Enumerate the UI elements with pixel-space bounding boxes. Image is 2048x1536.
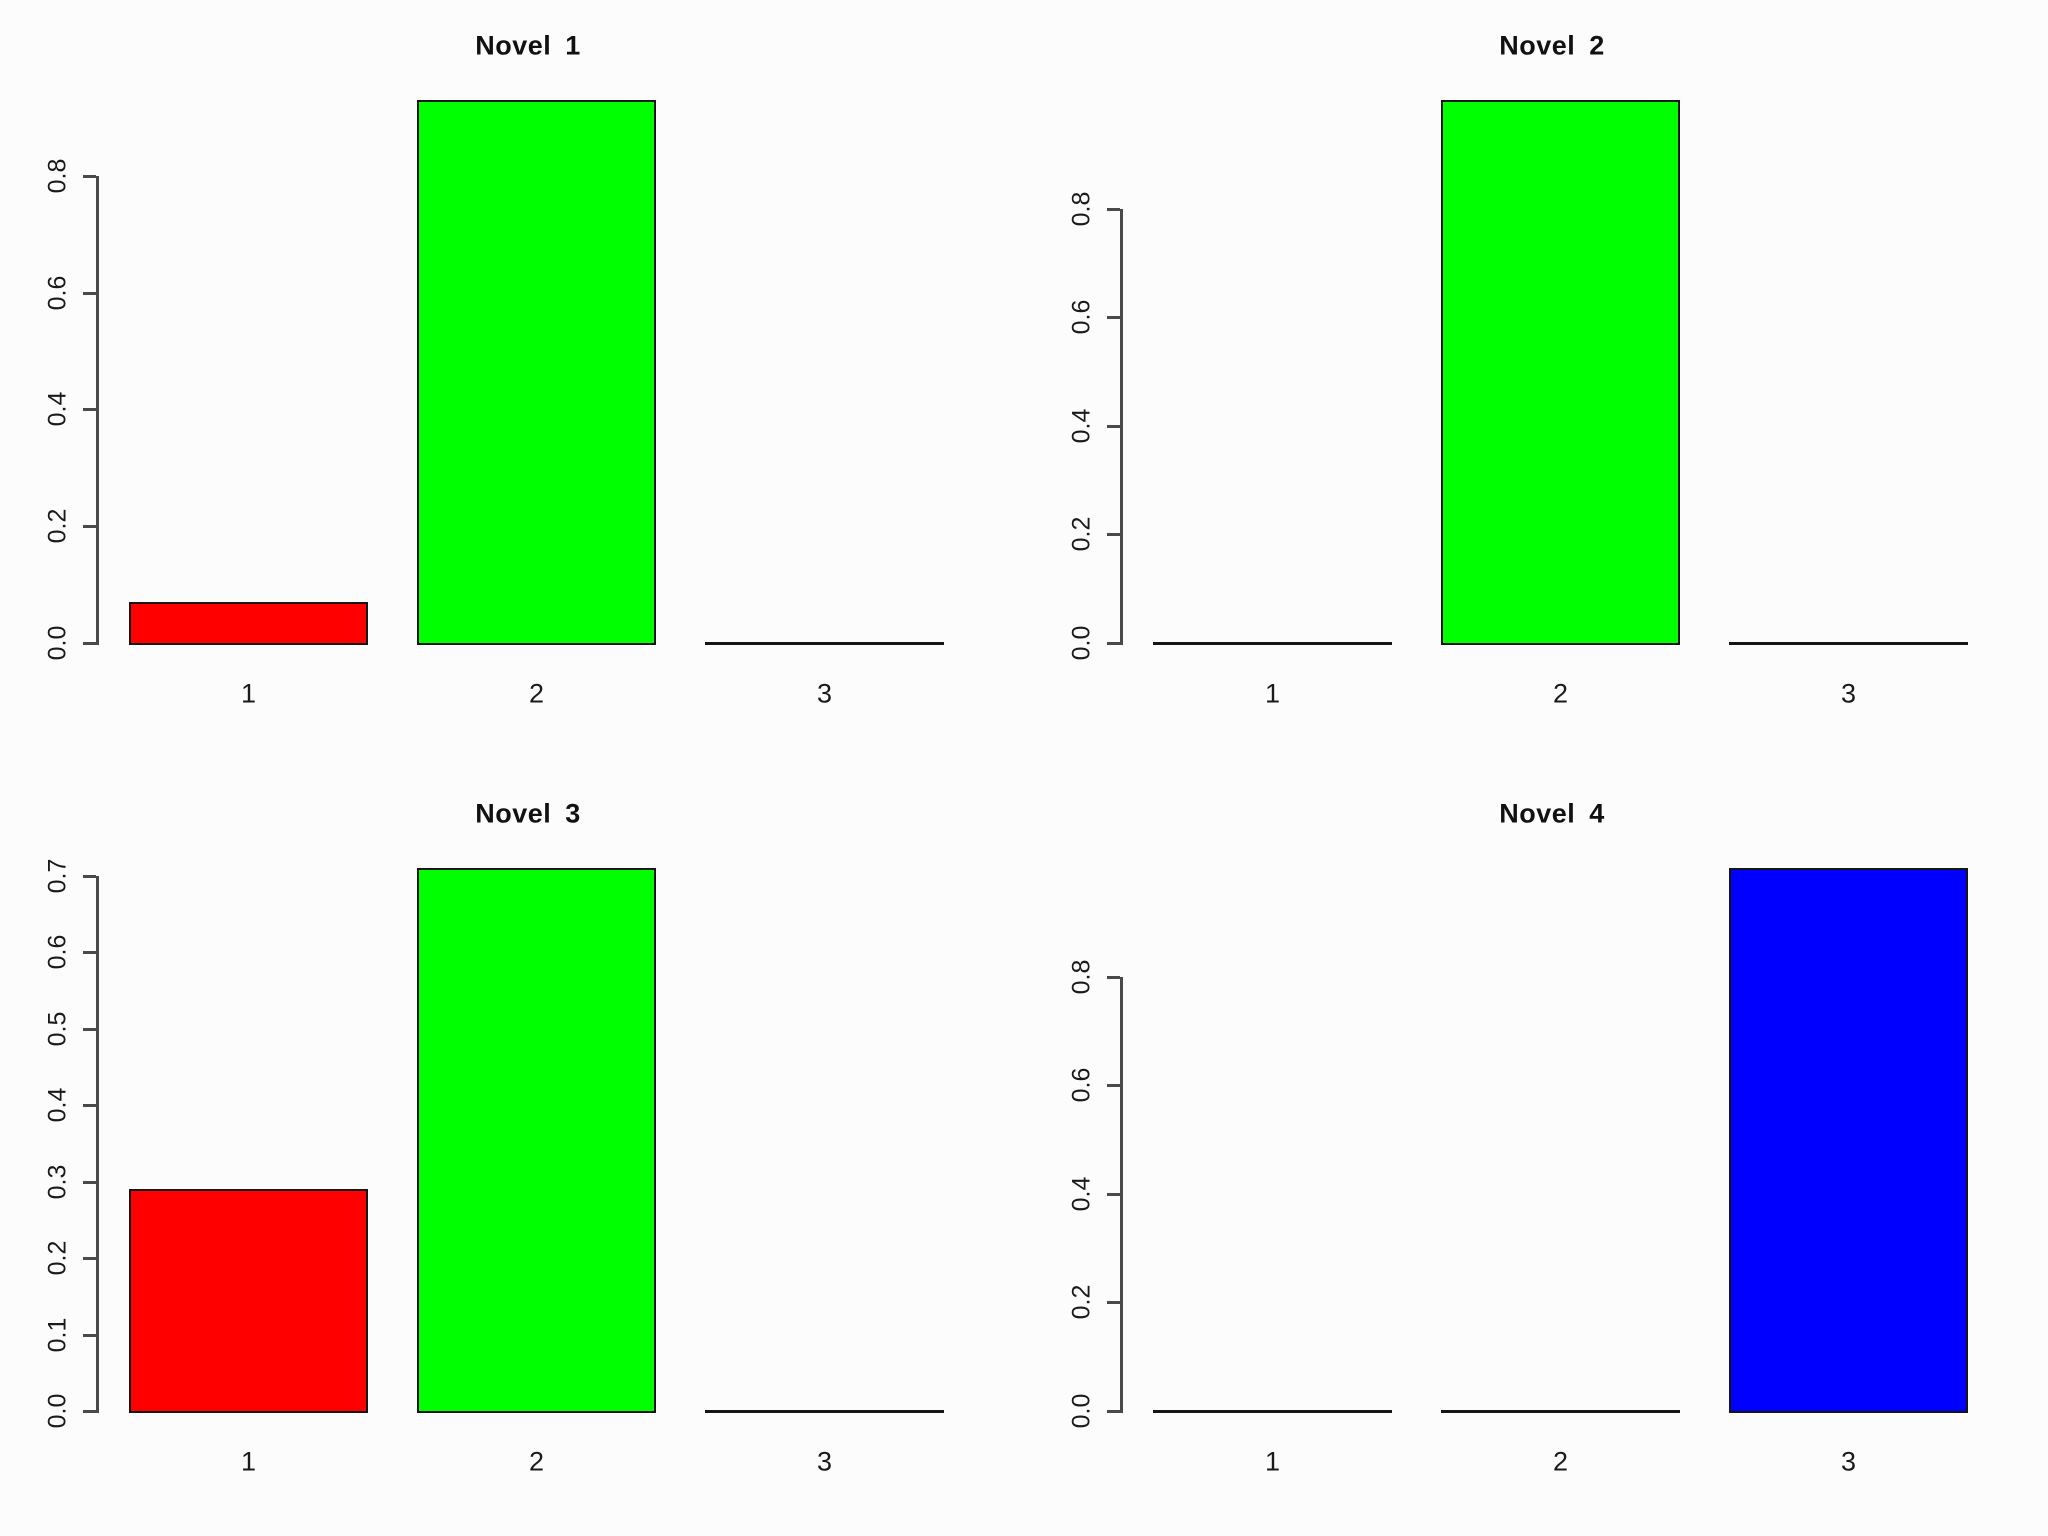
y-tick-label: 0.7 [43,858,72,894]
bar [129,602,368,645]
y-tick-label: 0.0 [43,625,72,661]
y-axis-line [96,175,99,645]
chart-title: Novel 1 [475,30,581,61]
y-tick-mark [1107,1301,1120,1305]
bar [1441,100,1680,645]
bar-zero-line [1153,1410,1392,1413]
y-axis-line [96,875,99,1413]
y-tick-label: 0.0 [1067,1393,1096,1429]
chart-title: Novel 2 [1499,30,1605,61]
bar [129,1189,368,1413]
x-category-label: 3 [1840,678,1857,709]
bar [417,100,656,645]
chart-title: Novel 4 [1499,798,1605,829]
y-tick-mark [1107,1084,1120,1088]
y-tick-label: 0.0 [1067,625,1096,661]
y-tick-mark [83,408,96,412]
x-category-label: 2 [528,678,545,709]
y-tick-mark [83,174,96,178]
x-category-label: 1 [240,678,257,709]
y-tick-mark [83,642,96,645]
bar-zero-line [705,642,944,645]
y-tick-mark [83,1027,96,1031]
y-tick-label: 0.4 [1067,1176,1096,1212]
bar-zero-line [1729,642,1968,645]
x-category-label: 3 [1840,1446,1857,1477]
bar [417,868,656,1413]
y-tick-label: 0.6 [43,275,72,311]
y-tick-label: 0.4 [43,1087,72,1123]
y-tick-label: 0.0 [43,1393,72,1429]
y-tick-mark [83,951,96,955]
y-tick-label: 0.6 [1067,299,1096,335]
x-category-label: 1 [1264,678,1281,709]
chart-title: Novel 3 [475,798,581,829]
y-tick-label: 0.8 [1067,191,1096,226]
y-tick-mark [83,1180,96,1184]
y-tick-mark [83,291,96,295]
y-tick-mark [83,874,96,878]
chart-panel-novel-4: Novel 4 0.0 0.2 0.4 0.6 0.8 1 2 3 [1024,768,2048,1536]
y-tick-mark [83,1410,96,1413]
y-tick-mark [1107,424,1120,428]
y-tick-label: 0.2 [1067,1285,1096,1320]
x-category-label: 2 [1552,1446,1569,1477]
y-tick-label: 0.4 [1067,408,1096,444]
y-tick-mark [1107,1192,1120,1196]
y-tick-label: 0.3 [43,1164,72,1199]
x-category-label: 2 [1552,678,1569,709]
x-category-label: 3 [816,1446,833,1477]
y-tick-label: 0.6 [43,934,72,970]
y-tick-mark [83,1257,96,1261]
y-tick-label: 0.1 [43,1317,72,1352]
chart-panel-novel-1: Novel 1 0.0 0.2 0.4 0.6 0.8 1 2 3 [0,0,1024,768]
y-tick-mark [83,525,96,529]
y-tick-mark [1107,642,1120,645]
y-axis-line [1120,208,1123,645]
x-category-label: 3 [816,678,833,709]
chart-panel-novel-2: Novel 2 0.0 0.2 0.4 0.6 0.8 1 2 3 [1024,0,2048,768]
y-tick-mark [1107,975,1120,979]
y-tick-mark [83,1333,96,1337]
y-tick-label: 0.8 [1067,959,1096,994]
y-tick-mark [1107,207,1120,211]
y-tick-label: 0.2 [43,508,72,544]
x-category-label: 2 [528,1446,545,1477]
y-tick-label: 0.8 [43,158,72,194]
y-tick-label: 0.2 [43,1240,72,1276]
bar [1729,868,1968,1413]
y-tick-label: 0.4 [43,392,72,427]
bar-zero-line [1153,642,1392,645]
x-category-label: 1 [240,1446,257,1477]
y-tick-mark [1107,1410,1120,1413]
y-axis-line [1120,976,1123,1413]
bar-zero-line [1441,1410,1680,1413]
y-tick-label: 0.6 [1067,1067,1096,1103]
chart-panel-novel-3: Novel 3 0.0 0.1 0.2 0.3 0.4 0.5 0.6 0.7 1 2 3 [0,768,1024,1536]
y-tick-mark [1107,316,1120,320]
bar-zero-line [705,1410,944,1413]
y-tick-label: 0.2 [1067,517,1096,552]
y-tick-mark [1107,533,1120,537]
x-category-label: 1 [1264,1446,1281,1477]
y-tick-label: 0.5 [43,1011,72,1046]
y-tick-mark [83,1104,96,1108]
